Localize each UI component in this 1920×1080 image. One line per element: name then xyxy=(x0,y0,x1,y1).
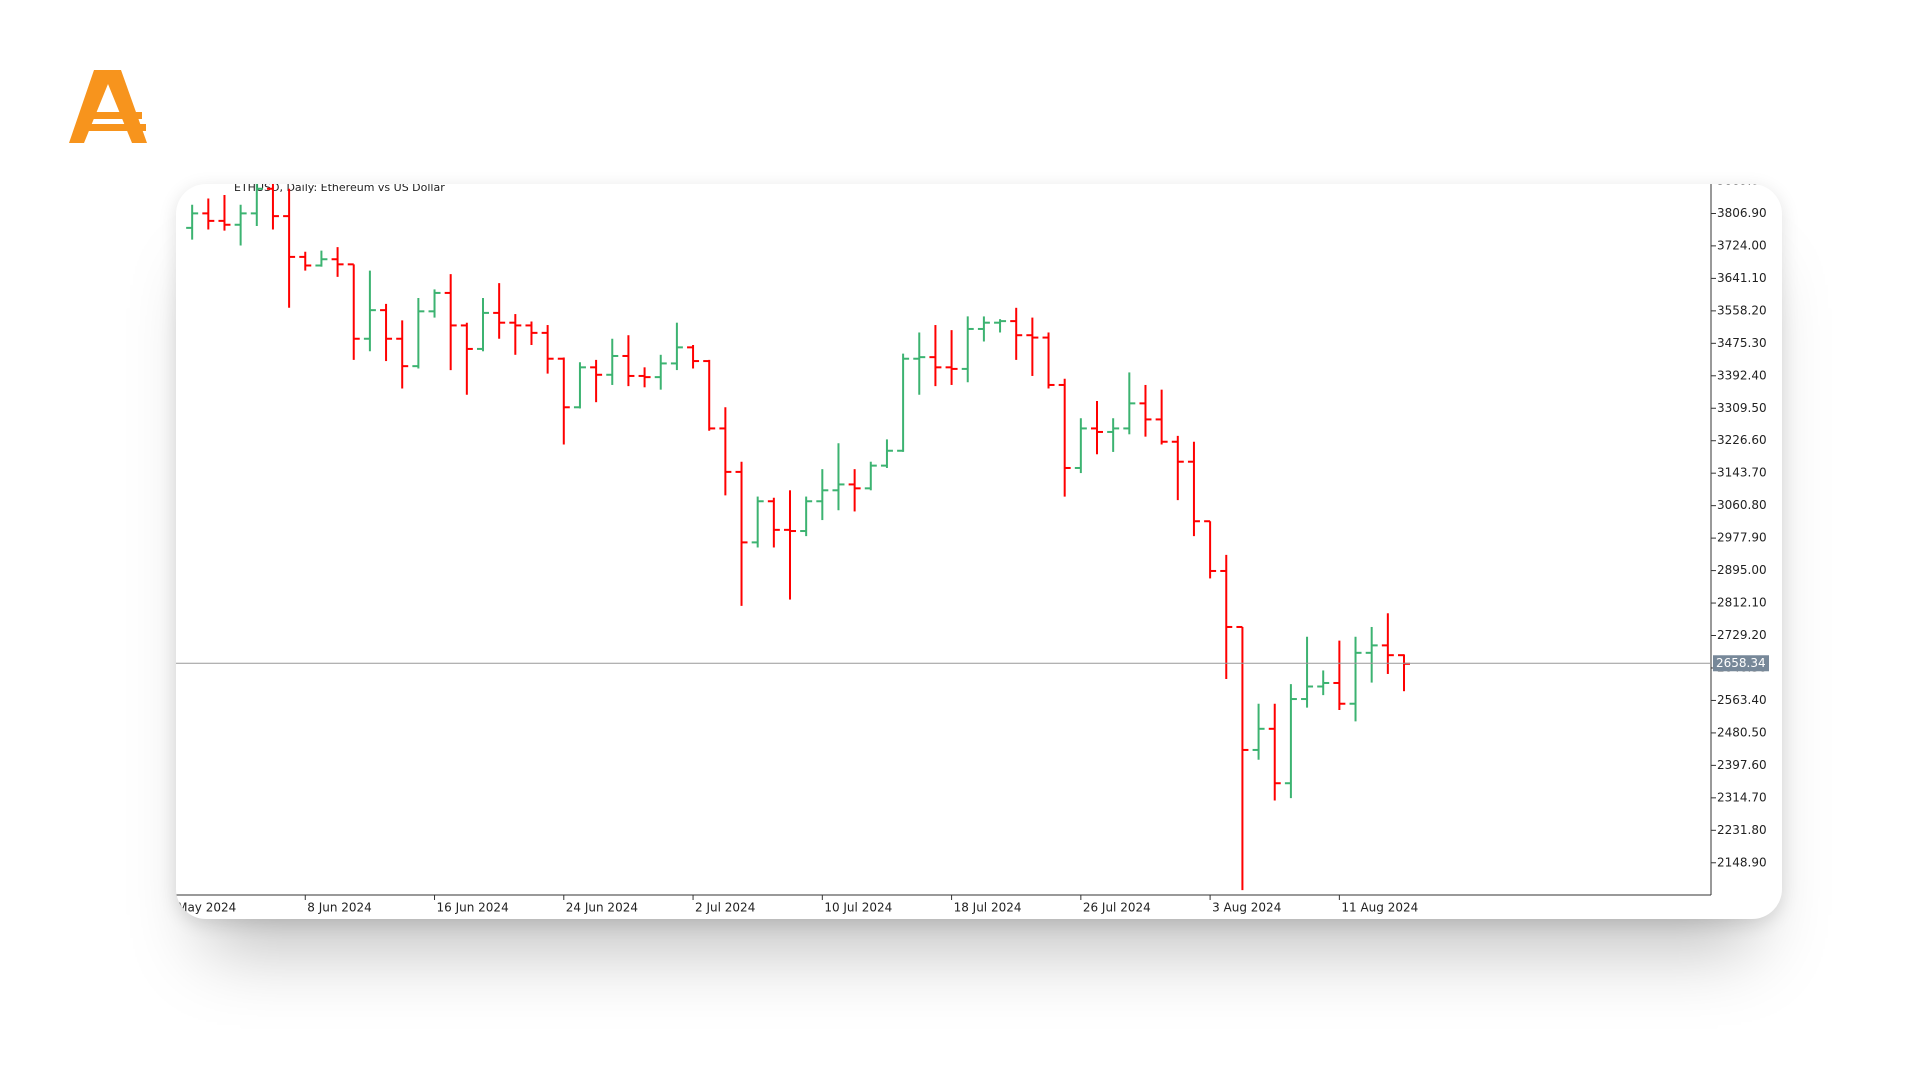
chart-card xyxy=(176,184,1782,919)
y-tick-label: 3060.80 xyxy=(1717,498,1767,512)
y-tick-label: 3806.90 xyxy=(1717,206,1767,220)
y-tick-label: 2563.40 xyxy=(1717,693,1767,707)
logo xyxy=(69,70,147,143)
y-tick-label: 2314.70 xyxy=(1717,790,1767,804)
y-tick-label: 3226.60 xyxy=(1717,433,1767,447)
x-tick-label: 3 Aug 2024 xyxy=(1212,901,1281,915)
y-tick-label: 3724.00 xyxy=(1717,238,1767,252)
y-tick-label: 2148.90 xyxy=(1717,855,1767,869)
y-tick-label: 2977.90 xyxy=(1717,531,1767,545)
y-tick-label: 3392.40 xyxy=(1717,368,1767,382)
x-tick-label: 11 Aug 2024 xyxy=(1341,901,1418,915)
x-tick-label: 10 Jul 2024 xyxy=(824,901,892,915)
x-tick-label: 18 Jul 2024 xyxy=(954,901,1022,915)
y-tick-label: 3309.50 xyxy=(1717,401,1767,415)
y-tick-label: 2812.10 xyxy=(1717,596,1767,610)
price-label: 2658.34 xyxy=(1716,656,1766,670)
plot xyxy=(176,184,1711,891)
y-tick-label: 2231.80 xyxy=(1717,823,1767,837)
y-tick-label: 2480.50 xyxy=(1717,725,1767,739)
y-tick-label: 3558.20 xyxy=(1717,303,1767,317)
y-tick-label: 2729.20 xyxy=(1717,628,1767,642)
x-tick-label: 31 May 2024 xyxy=(158,901,236,915)
x-tick-label: 26 Jul 2024 xyxy=(1083,901,1151,915)
y-tick-label: 3889.80 xyxy=(1717,174,1767,188)
x-tick-label: 8 Jun 2024 xyxy=(307,901,372,915)
x-tick-label: 16 Jun 2024 xyxy=(437,901,509,915)
y-tick-label: 3143.70 xyxy=(1717,466,1767,480)
axes: 3889.80 3806.90 3724.00 3641.10 3558.20 3475.… xyxy=(158,174,1769,915)
x-tick-label: 2 Jul 2024 xyxy=(695,901,755,915)
price-label-box xyxy=(1713,655,1769,672)
x-tick-label: 24 Jun 2024 xyxy=(566,901,638,915)
y-tick-label: 2895.00 xyxy=(1717,563,1767,577)
chart-area: ETHUSD, Daily: Ethereum vs US Dollar 388… xyxy=(158,174,1769,915)
y-tick-label: 3475.30 xyxy=(1717,336,1767,350)
y-tick-label: 2397.60 xyxy=(1717,758,1767,772)
chart-title: ETHUSD, Daily: Ethereum vs US Dollar xyxy=(234,181,445,194)
y-tick-label: 3641.10 xyxy=(1717,271,1767,285)
